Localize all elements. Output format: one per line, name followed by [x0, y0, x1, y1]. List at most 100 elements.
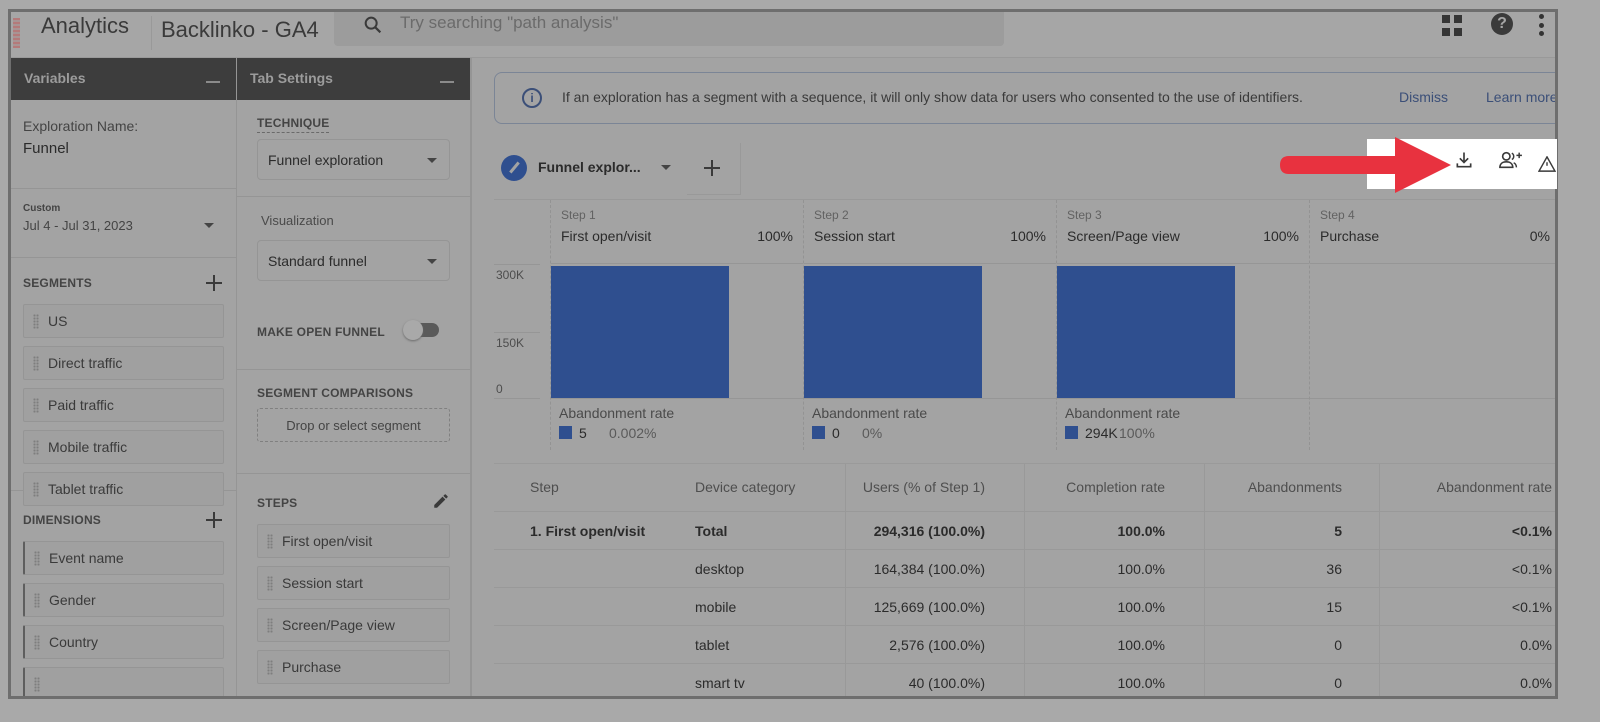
y-axis: 300K 150K 0: [494, 200, 550, 450]
column-header[interactable]: Device category: [695, 479, 796, 495]
drag-handle-icon[interactable]: [267, 576, 273, 591]
drag-handle-icon[interactable]: [267, 618, 273, 633]
funnel-step-1[interactable]: Step 1 First open/visit 100% Abandonment…: [550, 200, 803, 450]
table-row[interactable]: mobile 125,669 (100.0%) 100.0% 15 <0.1%: [494, 588, 1555, 626]
abandonment-summary: Abandonment rate 294K 100%: [1057, 398, 1309, 450]
download-icon[interactable]: [1454, 149, 1474, 171]
add-segment-icon[interactable]: [206, 275, 222, 291]
chevron-down-icon[interactable]: [661, 165, 671, 170]
abandonment-summary: Abandonment rate 0 0%: [804, 398, 1056, 450]
dimension-chip[interactable]: Country: [23, 625, 224, 659]
dimensions-label: DIMENSIONS: [23, 513, 102, 527]
search-input[interactable]: Try searching "path analysis": [334, 12, 1004, 46]
open-funnel-label: MAKE OPEN FUNNEL: [257, 325, 385, 339]
segment-drop-zone[interactable]: Drop or select segment: [257, 408, 450, 442]
add-dimension-icon[interactable]: [206, 512, 222, 528]
app-name: Analytics: [41, 13, 130, 38]
segment-chip[interactable]: Paid traffic: [23, 388, 224, 422]
dimension-chip[interactable]: [23, 667, 224, 696]
info-icon: i: [522, 88, 542, 108]
exploration-name-input[interactable]: Funnel: [23, 140, 69, 157]
dimension-chip[interactable]: Gender: [23, 583, 224, 617]
visualization-dropdown[interactable]: Standard funnel: [257, 240, 450, 281]
segment-chip[interactable]: US: [23, 304, 224, 338]
column-header[interactable]: Abandonment rate: [1436, 479, 1552, 495]
table-row[interactable]: 1. First open/visit Total 294,316 (100.0…: [494, 512, 1555, 550]
step-name: Session start: [814, 228, 895, 244]
dimension-chip[interactable]: Event name: [23, 541, 224, 575]
y-tick: 0: [496, 382, 503, 396]
step-number: Step 4: [1320, 208, 1355, 222]
step-percentage: 100%: [1010, 228, 1046, 244]
step-chip[interactable]: Session start: [257, 566, 450, 600]
analytics-window: Analytics Backlinko - GA4 Try searching …: [8, 9, 1558, 699]
drag-handle-icon[interactable]: [34, 677, 40, 692]
open-funnel-toggle[interactable]: [403, 320, 439, 340]
table-row[interactable]: smart tv 40 (100.0%) 100.0% 0 0.0%: [494, 664, 1555, 696]
share-user-icon[interactable]: [1497, 149, 1523, 171]
column-header[interactable]: Abandonments: [1247, 479, 1342, 495]
step-chip[interactable]: First open/visit: [257, 524, 450, 558]
tab-settings-panel-header: Tab Settings: [237, 58, 470, 100]
edit-steps-pencil-icon[interactable]: [432, 492, 450, 510]
learn-more-link[interactable]: Learn more: [1486, 89, 1558, 105]
notice-text: If an exploration has a segment with a s…: [562, 89, 1303, 105]
panel-title: Tab Settings: [250, 70, 333, 86]
step-chip[interactable]: Purchase: [257, 650, 450, 684]
drag-handle-icon[interactable]: [34, 593, 40, 608]
steps-label: STEPS: [257, 496, 298, 510]
visualization-label: Visualization: [261, 213, 334, 228]
funnel-step-4[interactable]: Step 4 Purchase 0%: [1309, 200, 1555, 450]
warning-icon[interactable]: [1538, 156, 1556, 172]
drag-handle-icon[interactable]: [267, 660, 273, 675]
drag-handle-icon[interactable]: [34, 551, 40, 566]
segment-chip[interactable]: Tablet traffic: [23, 472, 224, 506]
variables-panel: Variables Exploration Name: Funnel Custo…: [11, 58, 237, 696]
property-selector[interactable]: Backlinko - GA4: [161, 17, 319, 42]
step-percentage: 100%: [757, 228, 793, 244]
drag-handle-icon[interactable]: [33, 440, 39, 455]
search-placeholder: Try searching "path analysis": [400, 13, 619, 32]
step-name: Purchase: [1320, 228, 1380, 244]
table-row[interactable]: tablet 2,576 (100.0%) 100.0% 0 0.0%: [494, 626, 1555, 664]
segment-chip[interactable]: Direct traffic: [23, 346, 224, 380]
minimize-icon[interactable]: [440, 81, 454, 83]
segments-label: SEGMENTS: [23, 276, 92, 290]
column-header[interactable]: Users (% of Step 1): [862, 479, 985, 495]
tab-settings-panel: Tab Settings TECHNIQUE Funnel exploratio…: [237, 58, 471, 696]
help-icon[interactable]: ?: [1491, 13, 1513, 35]
drag-handle-icon[interactable]: [33, 482, 39, 497]
segment-chip[interactable]: Mobile traffic: [23, 430, 224, 464]
drag-handle-icon[interactable]: [33, 398, 39, 413]
funnel-step-2[interactable]: Step 2 Session start 100% Abandonment ra…: [803, 200, 1056, 450]
funnel-bar[interactable]: [551, 266, 729, 398]
dismiss-link[interactable]: Dismiss: [1399, 89, 1448, 105]
drag-handle-icon[interactable]: [33, 314, 39, 329]
tab-funnel-exploration[interactable]: Funnel explor...: [501, 155, 681, 187]
abandonment-summary: [1310, 398, 1555, 450]
exploration-name-label: Exploration Name:: [23, 118, 139, 134]
plus-icon: [704, 160, 720, 176]
table-row[interactable]: desktop 164,384 (100.0%) 100.0% 36 <0.1%: [494, 550, 1555, 588]
pencil-icon: [501, 155, 527, 181]
funnel-step-3[interactable]: Step 3 Screen/Page view 100% Abandonment…: [1056, 200, 1309, 450]
technique-dropdown[interactable]: Funnel exploration: [257, 139, 450, 180]
column-header[interactable]: Completion rate: [1066, 479, 1165, 495]
drag-handle-icon[interactable]: [34, 635, 40, 650]
date-range-picker[interactable]: Custom Jul 4 - Jul 31, 2023: [11, 189, 236, 257]
drag-handle-icon[interactable]: [33, 356, 39, 371]
add-tab-button[interactable]: [687, 143, 741, 195]
step-chip[interactable]: Screen/Page view: [257, 608, 450, 642]
step-number: Step 3: [1067, 208, 1102, 222]
drag-handle-icon[interactable]: [267, 534, 273, 549]
top-bar: Analytics Backlinko - GA4 Try searching …: [11, 12, 1555, 58]
divider: [151, 16, 152, 50]
column-header[interactable]: Step: [530, 479, 559, 495]
apps-grid-icon[interactable]: [1442, 15, 1464, 37]
legend-swatch: [1065, 426, 1078, 439]
funnel-bar[interactable]: [804, 266, 982, 398]
minimize-icon[interactable]: [206, 81, 220, 83]
funnel-bar[interactable]: [1057, 266, 1235, 398]
more-vert-icon[interactable]: [1539, 14, 1545, 36]
table-header-row: Step Device category Users (% of Step 1)…: [494, 464, 1555, 512]
